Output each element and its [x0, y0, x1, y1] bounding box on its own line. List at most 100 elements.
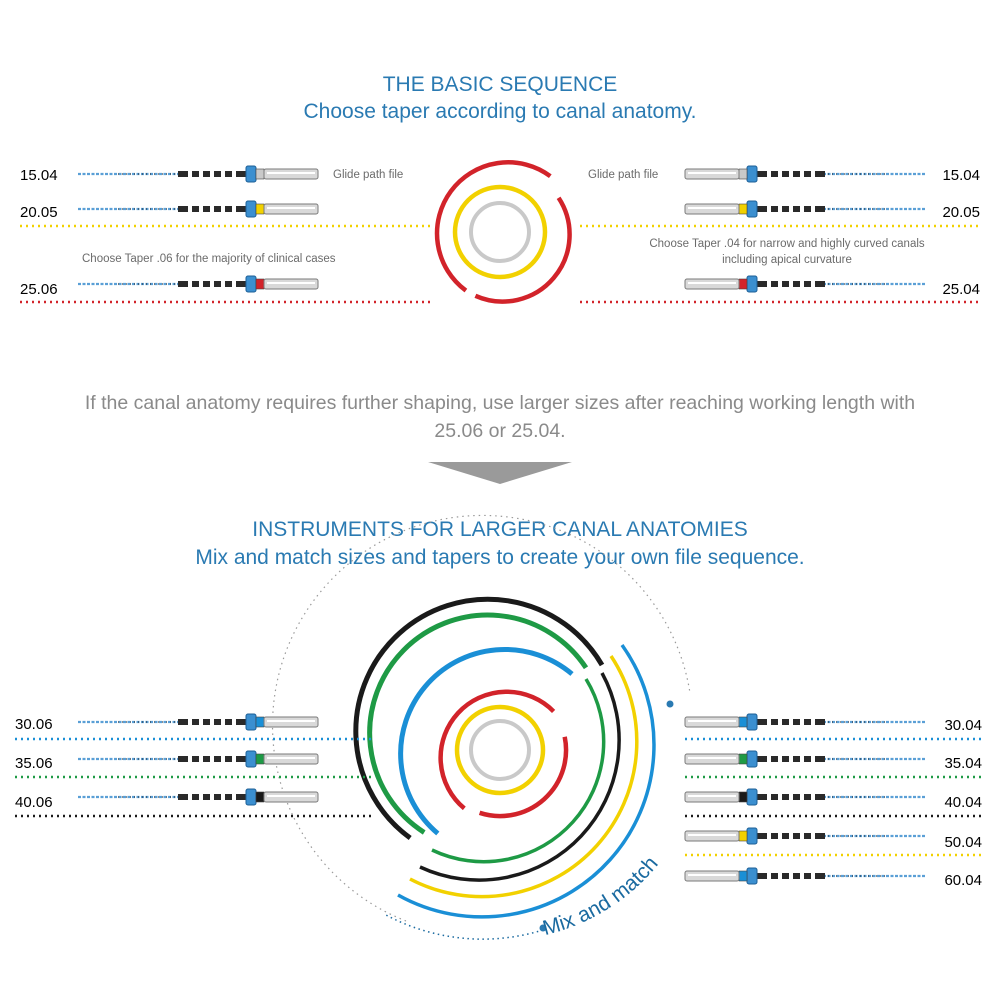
file-collar — [245, 750, 257, 768]
mix-and-match-text: Mix and match — [540, 852, 662, 940]
file-size-label: 15.04 — [942, 167, 980, 184]
file-color-band — [738, 168, 748, 180]
file-collar — [245, 200, 257, 218]
larger-sequence-rings — [353, 596, 656, 919]
transition-text-line1: If the canal anatomy requires further sh… — [85, 392, 915, 414]
file-instrument-icon — [684, 713, 925, 731]
file-instrument-icon — [684, 867, 925, 885]
file-shaft-marking — [811, 171, 815, 177]
file-size-label: 30.06 — [15, 716, 53, 733]
mix-and-match-label: Mix and match — [540, 852, 662, 940]
file-shaft-marking — [199, 281, 203, 287]
file-collar — [746, 750, 758, 768]
file-shaft-marking — [800, 206, 804, 212]
file-size-label: 25.04 — [942, 281, 980, 298]
file-size-label: 15.04 — [20, 167, 58, 184]
file-shaft-marking — [210, 719, 214, 725]
right-taper-note-line1: Choose Taper .04 for narrow and highly c… — [649, 238, 925, 250]
larger-right-file-row-3: 50.04 — [684, 827, 982, 857]
file-shaft-marking — [789, 873, 793, 879]
file-shaft-marking — [811, 794, 815, 800]
outer-dot-bottom — [539, 924, 547, 932]
file-instrument-icon — [684, 200, 925, 218]
left-glide-path-note: Glide path file — [333, 169, 403, 181]
file-shaft-marking — [232, 206, 236, 212]
file-size-label: 30.04 — [944, 717, 982, 734]
ring-black-inner — [353, 596, 605, 841]
file-shaft-marking — [188, 719, 192, 725]
file-shaft-marking — [221, 171, 225, 177]
file-shaft-marking — [811, 719, 815, 725]
larger-canals-title: INSTRUMENTS FOR LARGER CANAL ANATOMIES — [252, 518, 748, 541]
file-size-label: 20.05 — [20, 204, 58, 221]
file-shaft-marking — [800, 171, 804, 177]
ring-yellow — [452, 184, 548, 280]
file-color-band — [738, 830, 748, 842]
file-shaft-marking — [800, 281, 804, 287]
file-shaft-marking — [199, 756, 203, 762]
file-shaft-marking — [221, 756, 225, 762]
file-shaft-marking — [188, 794, 192, 800]
file-shaft-marking — [789, 719, 793, 725]
basic-sequence-title: THE BASIC SEQUENCE — [383, 73, 618, 96]
outer-dot-top — [666, 700, 674, 708]
file-shaft-marking — [789, 171, 793, 177]
file-instrument-icon — [684, 165, 925, 183]
ring-yellow — [454, 704, 546, 796]
file-collar — [245, 713, 257, 731]
file-collar — [746, 200, 758, 218]
transition-text-line2: 25.06 or 25.04. — [434, 420, 565, 442]
larger-right-file-row-2: 40.04 — [684, 788, 982, 818]
file-color-band — [255, 753, 265, 765]
file-shaft-marking — [778, 756, 782, 762]
file-color-band — [738, 753, 748, 765]
file-color-band — [255, 278, 265, 290]
file-shaft-marking — [199, 719, 203, 725]
file-shaft-marking — [789, 206, 793, 212]
basic-right-file-row-2: 25.04 — [580, 275, 980, 304]
ring-yellow-outer — [409, 655, 639, 899]
ring-white — [469, 719, 531, 781]
file-shaft-marking — [811, 833, 815, 839]
file-size-label: 40.06 — [15, 794, 53, 811]
file-shaft-marking — [210, 171, 214, 177]
larger-right-file-row-0: 30.04 — [684, 713, 982, 741]
right-glide-path-note: Glide path file — [588, 169, 658, 181]
file-shaft-marking — [767, 719, 771, 725]
file-collar — [746, 165, 758, 183]
file-shaft-marking — [232, 794, 236, 800]
file-collar — [245, 165, 257, 183]
file-shaft-marking — [800, 833, 804, 839]
file-shaft-marking — [199, 206, 203, 212]
file-color-band — [738, 203, 748, 215]
file-shaft-marking — [778, 794, 782, 800]
larger-right-file-row-4: 60.04 — [684, 867, 982, 889]
file-shaft-marking — [811, 281, 815, 287]
file-shaft-marking — [811, 873, 815, 879]
file-instrument-icon — [684, 275, 925, 293]
mix-match-dotted-arc — [385, 914, 544, 940]
basic-sequence-subtitle: Choose taper according to canal anatomy. — [303, 100, 696, 123]
ring-green-inner — [367, 612, 589, 835]
larger-left-file-row-1: 35.06 — [15, 750, 375, 779]
basic-left-file-row-0: 15.04 — [20, 165, 319, 184]
file-instrument-icon — [684, 750, 925, 768]
file-collar — [746, 788, 758, 806]
file-instrument-icon — [78, 200, 319, 218]
file-color-band — [738, 791, 748, 803]
file-shaft-marking — [811, 756, 815, 762]
file-shaft-marking — [789, 281, 793, 287]
file-shaft-marking — [210, 756, 214, 762]
basic-right-file-row-0: 15.04 — [684, 165, 980, 184]
file-shaft-marking — [767, 833, 771, 839]
file-shaft-marking — [767, 281, 771, 287]
file-color-band — [255, 791, 265, 803]
file-shaft-marking — [188, 756, 192, 762]
file-shaft-marking — [789, 833, 793, 839]
file-color-band — [738, 870, 748, 882]
file-shaft-marking — [232, 281, 236, 287]
file-shaft-marking — [789, 794, 793, 800]
file-color-band — [255, 203, 265, 215]
ring-red-right — [474, 196, 572, 304]
file-collar — [746, 867, 758, 885]
